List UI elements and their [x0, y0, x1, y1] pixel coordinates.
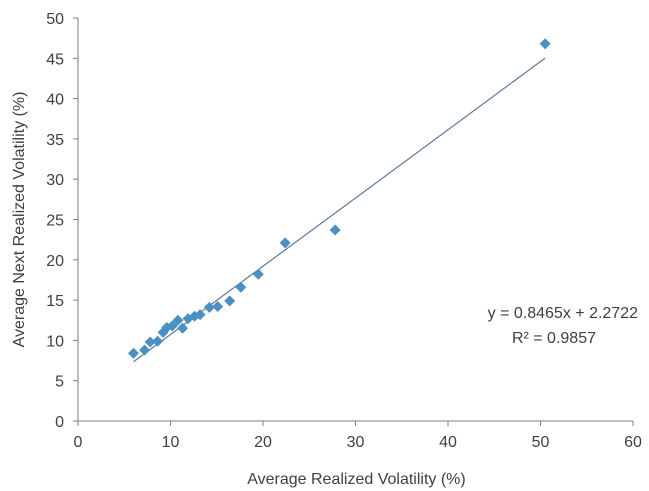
x-tick-label: 10: [162, 434, 180, 451]
x-tick-label: 40: [439, 434, 457, 451]
data-point: [539, 38, 551, 50]
data-point: [152, 335, 164, 347]
x-tick-label: 30: [347, 434, 365, 451]
x-tick-label: 20: [254, 434, 272, 451]
data-point: [203, 301, 215, 313]
x-tick-label: 60: [624, 434, 642, 451]
y-tick-label: 50: [46, 11, 64, 28]
y-tick-label: 0: [55, 414, 64, 431]
data-point: [139, 344, 151, 356]
data-points: [128, 38, 551, 359]
data-point: [166, 320, 178, 332]
data-point: [144, 336, 156, 348]
y-tick-label: 15: [46, 293, 64, 310]
y-tick-label: 30: [46, 172, 64, 189]
y-tick-label: 20: [46, 253, 64, 270]
x-axis-title: Average Realized Volatility (%): [247, 471, 465, 488]
y-tick-label: 10: [46, 333, 64, 350]
y-axis-ticks: 0 5 10 15 20 25 30 35 40 45 50: [46, 11, 78, 431]
data-point: [128, 347, 139, 359]
data-point: [224, 295, 236, 307]
data-point: [212, 301, 224, 313]
data-point: [177, 322, 189, 334]
x-axis-ticks: 0 10 20 30 40 50 60: [74, 421, 642, 451]
data-point: [235, 281, 247, 293]
data-point: [172, 314, 184, 326]
y-tick-label: 45: [46, 51, 64, 68]
y-tick-label: 35: [46, 132, 64, 149]
y-tick-label: 40: [46, 92, 64, 109]
data-point: [329, 224, 341, 236]
r-squared-label: R² = 0.9857: [512, 330, 596, 347]
data-point: [279, 237, 291, 249]
y-axis-title: Average Next Realized Volatility (%): [11, 92, 28, 348]
y-tick-label: 25: [46, 213, 64, 230]
axes: [77, 18, 633, 422]
x-tick-label: 0: [74, 434, 83, 451]
trendline-equation: y = 0.8465x + 2.2722: [488, 305, 638, 322]
data-point: [194, 309, 206, 321]
data-point: [252, 268, 264, 280]
y-tick-label: 5: [55, 374, 64, 391]
x-tick-label: 50: [532, 434, 550, 451]
